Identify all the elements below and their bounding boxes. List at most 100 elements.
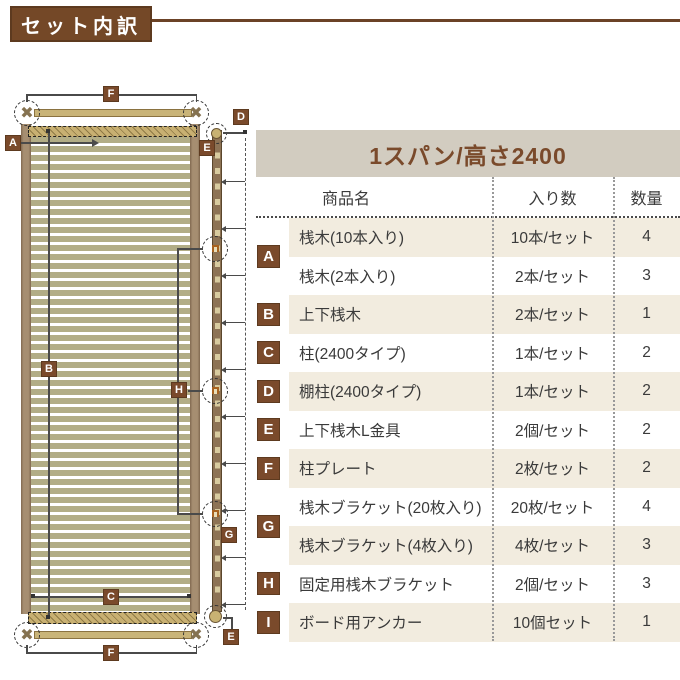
badge-e: E xyxy=(223,629,239,645)
badge-b: B xyxy=(41,361,57,377)
right-post xyxy=(190,124,200,614)
d-tick xyxy=(223,463,245,464)
row-letter-badge: A xyxy=(257,245,280,268)
pack-size-cell: 4枚/セット xyxy=(515,538,590,556)
d-tick xyxy=(223,369,245,370)
column-header-pack: 入り数 xyxy=(528,191,577,208)
badge-f: F xyxy=(103,86,119,102)
quantity-cell: 1 xyxy=(642,613,651,631)
product-name-cell: 桟木ブラケット(4枚入り) xyxy=(299,538,473,556)
post-plate-icon: ✖ xyxy=(20,627,34,644)
pack-size-cell: 2本/セット xyxy=(515,268,590,286)
badge-a: A xyxy=(5,135,21,151)
d-tick-arrowhead xyxy=(221,460,226,467)
pack-size-cell: 2枚/セット xyxy=(515,461,590,479)
quantity-cell: 2 xyxy=(642,459,651,477)
d-dashed-line xyxy=(245,138,246,610)
product-name-cell: 桟木ブラケット(20枚入り) xyxy=(299,499,482,517)
fixing-bracket-icon xyxy=(212,245,219,252)
d-end-dot xyxy=(243,130,247,134)
row-letter-badge: D xyxy=(257,379,280,403)
d-tick xyxy=(223,322,245,323)
product-name-cell: 桟木(10本入り) xyxy=(299,230,405,248)
product-name-cell: 上下桟木 xyxy=(299,307,362,325)
fixing-bracket-icon xyxy=(212,387,219,394)
product-name-cell: 棚柱(2400タイプ) xyxy=(299,384,422,402)
badge-c: C xyxy=(103,589,119,605)
product-name-cell: ボード用アンカー xyxy=(299,615,423,633)
pack-size-cell: 1本/セット xyxy=(515,384,590,402)
column-separator xyxy=(492,177,494,641)
post-plate-icon: ✖ xyxy=(189,105,203,122)
assembly-diagram: ✖ ✖ ✖ ✖ F F A B C H E E xyxy=(0,0,255,680)
d-tick-arrowhead xyxy=(221,601,226,608)
h-leader-line xyxy=(177,248,179,515)
column-header-qty: 数量 xyxy=(630,191,663,208)
left-post xyxy=(21,124,31,614)
a-leader-line xyxy=(21,142,92,144)
section-title-banner: セット内訳 xyxy=(10,6,152,42)
d-tick-arrowhead xyxy=(221,272,226,279)
highlight-circle xyxy=(206,123,227,144)
pack-size-cell: 1本/セット xyxy=(515,345,590,363)
row-letter-badge: I xyxy=(257,610,280,634)
d-tick-arrowhead xyxy=(221,366,226,373)
pack-size-cell: 10本/セット xyxy=(510,230,595,248)
post-plate-icon: ✖ xyxy=(189,627,203,644)
header-rule xyxy=(152,19,680,22)
badge-f: F xyxy=(103,645,119,661)
d-tick-arrowhead xyxy=(221,225,226,232)
d-tick xyxy=(223,510,245,511)
f-bracket-tick xyxy=(195,645,197,653)
product-name-cell: 柱プレート xyxy=(299,461,377,479)
product-name-cell: 固定用桟木ブラケット xyxy=(299,576,455,594)
d-tick xyxy=(223,604,245,605)
b-end-dot xyxy=(46,615,50,619)
pack-size-cell: 2個/セット xyxy=(515,576,590,594)
d-tick-arrowhead xyxy=(221,413,226,420)
d-leader-line xyxy=(223,132,245,134)
d-tick xyxy=(223,416,245,417)
product-name-cell: 上下桟木L金具 xyxy=(299,422,401,440)
column-separator xyxy=(613,177,615,641)
quantity-cell: 4 xyxy=(642,497,651,515)
d-tick-arrowhead xyxy=(221,554,226,561)
badge-d: D xyxy=(233,109,249,125)
quantity-cell: 2 xyxy=(642,420,651,438)
top-rail xyxy=(28,126,197,137)
d-tick xyxy=(223,181,245,182)
row-letter-badge: B xyxy=(257,302,280,326)
f-bracket-tick xyxy=(26,94,28,102)
post-plate-icon: ✖ xyxy=(20,105,34,122)
d-tick xyxy=(223,557,245,558)
pack-size-cell: 20枚/セット xyxy=(510,499,595,517)
badge-g: G xyxy=(221,527,237,543)
d-tick xyxy=(223,275,245,276)
d-tick xyxy=(223,228,245,229)
l-bracket-icon xyxy=(211,128,222,139)
e-leader-line xyxy=(223,617,232,619)
f-bracket-tick xyxy=(195,94,197,102)
quantity-cell: 2 xyxy=(642,382,651,400)
pack-size-cell: 2個/セット xyxy=(515,422,590,440)
quantity-cell: 4 xyxy=(642,228,651,246)
a-arrowhead xyxy=(92,139,99,147)
column-header-name: 商品名 xyxy=(321,191,370,208)
badge-h: H xyxy=(171,382,187,398)
fixing-bracket-icon xyxy=(212,510,219,517)
highlight-circle xyxy=(204,605,227,628)
b-end-dot xyxy=(46,129,50,133)
h-leader-stub xyxy=(177,248,203,250)
header-underline xyxy=(256,216,680,218)
l-bracket-icon xyxy=(209,610,222,623)
quantity-cell: 1 xyxy=(642,305,651,323)
h-leader-stub xyxy=(188,390,203,392)
c-end-dot xyxy=(31,594,35,598)
row-letter-badge: C xyxy=(257,341,280,365)
row-letter-badge: H xyxy=(257,572,280,596)
row-letter-badge: F xyxy=(257,456,280,480)
shelf-slots xyxy=(215,143,220,601)
d-tick-arrowhead xyxy=(221,507,226,514)
d-tick-arrowhead xyxy=(221,319,226,326)
